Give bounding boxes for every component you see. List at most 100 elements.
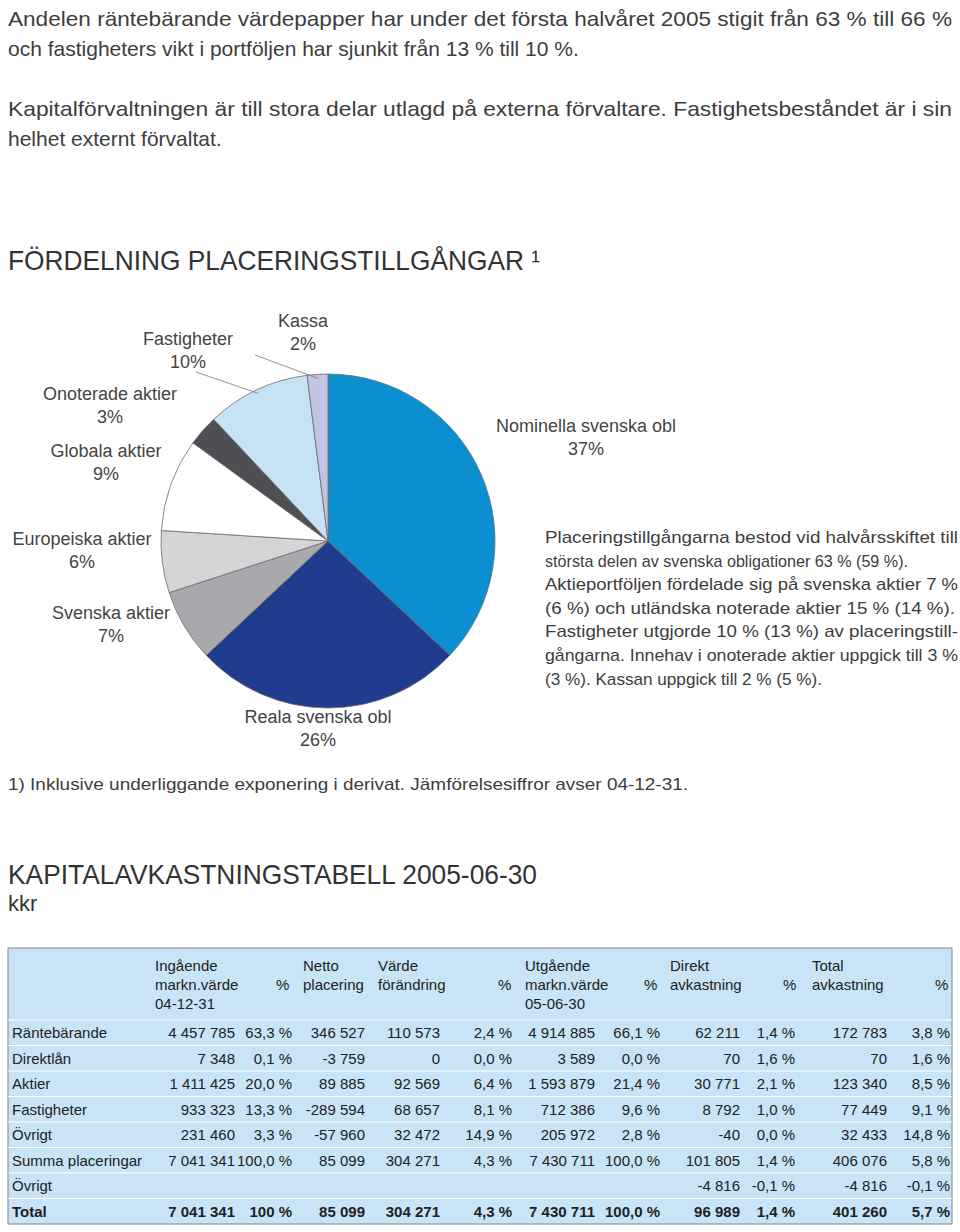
table-cell: 712 386 (541, 1101, 595, 1118)
note-line: största delen av svenska obligationer 63… (545, 552, 908, 571)
slice-value-label: 37% (568, 439, 604, 459)
page: Andelen räntebärande värdepapper har und… (0, 0, 960, 1232)
table-cell: 100,0 % (605, 1152, 660, 1169)
paragraph-line: Andelen räntebärande värdepapper har und… (8, 7, 952, 30)
table-header: % (783, 976, 796, 993)
note-line: Fastigheter utgjorde 10 % (13 %) av plac… (545, 622, 958, 641)
table-cell: 110 573 (387, 1024, 440, 1041)
table-cell: 21,4 % (613, 1075, 660, 1092)
slice-label: Fastigheter (143, 329, 233, 349)
table-cell: 7 430 711 (529, 1203, 595, 1220)
table-unit: kkr (8, 891, 37, 916)
table: Ingåendemarkn.värde04-12-31%Nettoplaceri… (8, 948, 952, 1224)
table-cell: 70 (723, 1050, 740, 1067)
table-cell: 8,5 % (912, 1075, 950, 1092)
chart-note: Placeringstillgångarna bestod vid halvår… (545, 528, 958, 689)
table-cell: -0,1 % (752, 1177, 795, 1194)
slice-label: Globala aktier (50, 441, 161, 461)
row-divider (8, 1045, 952, 1046)
table-cell: -0,1 % (907, 1177, 950, 1194)
table-cell: 304 271 (386, 1152, 440, 1169)
slice-label: Nominella svenska obl (496, 416, 676, 436)
table-header: markn.värde (525, 976, 608, 993)
table-header: avkastning (670, 976, 742, 993)
table-cell: 14,8 % (903, 1126, 950, 1143)
table-cell: 1 593 879 (528, 1075, 595, 1092)
table-cell: 346 527 (311, 1024, 365, 1041)
table-cell: 7 041 341 (168, 1203, 235, 1220)
table-cell: 96 989 (694, 1203, 740, 1220)
note-line: gångarna. Innehav i onoterade aktier upp… (545, 646, 958, 665)
table-cell: 68 657 (394, 1101, 440, 1118)
footnote: 1) Inklusive underliggande exponering i … (8, 775, 688, 794)
table-cell: 8 792 (702, 1101, 740, 1118)
table-cell: 13,3 % (245, 1101, 292, 1118)
table-cell: 100,0 % (605, 1203, 660, 1220)
table-cell: 0,1 % (254, 1050, 292, 1067)
paragraph-line: Kapitalförvaltningen är till stora delar… (8, 97, 952, 120)
chart-title: FÖRDELNING PLACERINGSTILLGÅNGAR ¹ (8, 245, 540, 276)
note-line: (3 %). Kassan uppgick till 2 % (5 %). (545, 670, 822, 689)
table-cell: 0,0 % (622, 1050, 660, 1067)
table-cell: 1,6 % (757, 1050, 795, 1067)
table-cell: 89 885 (319, 1075, 365, 1092)
table-cell: 123 340 (833, 1075, 887, 1092)
row-divider (8, 1147, 952, 1148)
table-cell: 6,4 % (474, 1075, 512, 1092)
table-cell: 85 099 (319, 1203, 365, 1220)
table-cell: 231 460 (181, 1126, 235, 1143)
table-cell: 63,3 % (245, 1024, 292, 1041)
row-label: Summa placeringar (12, 1152, 142, 1169)
row-divider (8, 1172, 952, 1173)
table-background (8, 948, 952, 1224)
table-cell: 3,8 % (912, 1024, 950, 1041)
table-cell: 1,4 % (757, 1203, 795, 1220)
table-cell: 8,1 % (474, 1101, 512, 1118)
table-header: förändring (378, 976, 446, 993)
table-header: Total (812, 957, 844, 974)
table-header: Värde (378, 957, 418, 974)
slice-value-label: 10% (170, 352, 206, 372)
table-cell: 70 (870, 1050, 887, 1067)
table-cell: -40 (718, 1126, 740, 1143)
table-cell: 66,1 % (613, 1024, 660, 1041)
slice-value-label: 7% (98, 626, 124, 646)
row-label: Räntebärande (12, 1024, 107, 1041)
table-cell: 100 % (249, 1203, 292, 1220)
table-header: % (276, 976, 289, 993)
table-cell: 101 805 (686, 1152, 740, 1169)
table-header: % (644, 976, 657, 993)
pie-slice (307, 374, 328, 541)
note-line: Placeringstillgångarna bestod vid halvår… (545, 528, 958, 547)
slice-label: Europeiska aktier (12, 529, 151, 549)
table-cell: 62 211 (695, 1024, 740, 1041)
table-cell: 9,6 % (622, 1101, 660, 1118)
table-cell: 3,3 % (254, 1126, 292, 1143)
table-cell: 205 972 (541, 1126, 595, 1143)
paragraph-line: och fastigheters vikt i portföljen har s… (8, 37, 579, 60)
table-cell: 1,4 % (757, 1152, 795, 1169)
slice-label: Kassa (278, 311, 329, 331)
table-cell: 401 260 (833, 1203, 887, 1220)
table-cell: 92 569 (394, 1075, 440, 1092)
row-divider (8, 1070, 952, 1071)
table-header: placering (303, 976, 364, 993)
paragraph-line: helhet externt förvaltat. (8, 127, 222, 150)
row-label: Fastigheter (12, 1101, 87, 1118)
table-header: markn.värde (155, 976, 238, 993)
table-cell: 4,3 % (474, 1152, 512, 1169)
table-header: Netto (303, 957, 339, 974)
leader-line (196, 372, 259, 394)
table-header: 05-06-30 (525, 995, 585, 1012)
row-divider (8, 1198, 952, 1199)
note-line: Aktieportföljen fördelade sig på svenska… (545, 575, 958, 594)
slice-label: Reala svenska obl (244, 707, 391, 727)
slice-value-label: 3% (97, 407, 123, 427)
table-cell: 5,8 % (912, 1152, 950, 1169)
table-cell: 1,0 % (757, 1101, 795, 1118)
row-label: Direktlån (12, 1050, 71, 1067)
table-cell: 406 076 (833, 1152, 887, 1169)
table-cell: 3 589 (557, 1050, 595, 1067)
row-divider (8, 1096, 952, 1097)
table-cell: 0,0 % (757, 1126, 795, 1143)
